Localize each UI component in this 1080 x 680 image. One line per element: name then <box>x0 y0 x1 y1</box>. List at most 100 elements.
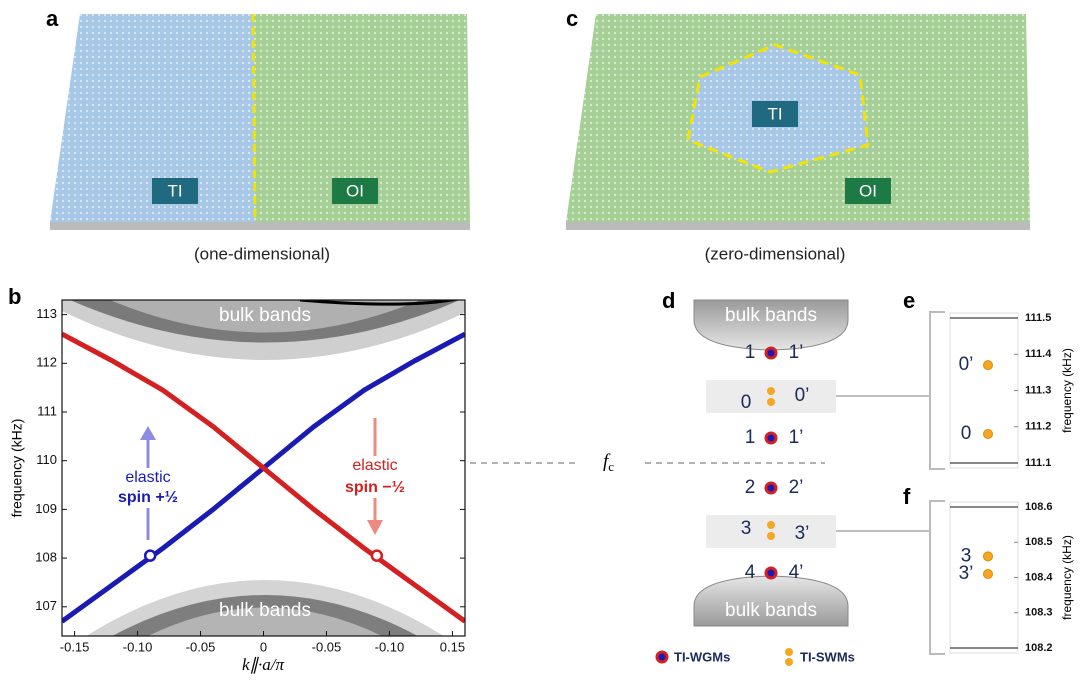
y-tick-label: 108.5 <box>1025 536 1053 548</box>
label-box <box>845 178 891 204</box>
y-tick-label: 108.4 <box>1025 571 1053 583</box>
legend-icon <box>785 648 793 656</box>
level-label: 1’ <box>789 342 804 363</box>
mode-point <box>983 360 993 371</box>
y-tick-label: 111.4 <box>1025 348 1052 360</box>
legend-label: TI-WGMs <box>674 649 730 664</box>
caption: (zero-dimensional) <box>705 244 846 263</box>
y-tick-label: 111.1 <box>1025 457 1051 469</box>
annotation-bg <box>327 456 423 498</box>
y-tick-label: 109 <box>35 501 57 516</box>
level-label: 3 <box>741 518 752 539</box>
level-label: 4 <box>745 562 756 583</box>
x-tick-label: 0.15 <box>440 639 465 654</box>
point-label: 3’ <box>959 563 974 584</box>
y-tick-label: 108.6 <box>1025 501 1053 513</box>
plate-edge <box>566 222 1030 230</box>
y-tick-label: 111.2 <box>1025 421 1051 433</box>
level-label: 0’ <box>795 385 810 406</box>
bulk-label: bulk bands <box>219 305 311 326</box>
mode-icon <box>767 398 775 406</box>
mode-icon <box>764 566 778 580</box>
panel-b: bulk bands bulk bands elastic spin +½ el… <box>9 300 465 674</box>
level-box <box>706 515 836 548</box>
panel-letter: b <box>8 284 21 309</box>
y-tick-label: 111.5 <box>1025 312 1051 324</box>
fc-label: fc <box>603 451 614 474</box>
panel-letter: e <box>903 288 915 313</box>
x-tick-label: -0.15 <box>60 639 90 654</box>
x-tick-label: 0 <box>260 639 267 654</box>
bracket <box>929 500 945 655</box>
y-tick-label: 108.3 <box>1025 607 1053 619</box>
mode-point <box>983 551 993 562</box>
panel-letter: f <box>903 484 911 509</box>
bulk-edge <box>299 300 460 306</box>
panel-c: TI OI (zero-dimensional) <box>566 14 1030 263</box>
oi-region <box>253 14 470 222</box>
label-box <box>332 178 378 204</box>
annotation: spin −½ <box>345 479 405 496</box>
level-label: 1 <box>745 427 756 448</box>
x-axis-label: k∥·a/π <box>242 655 285 674</box>
legend-icon <box>785 658 793 666</box>
panel-letter: d <box>662 288 675 313</box>
ti-label: TI <box>767 104 782 123</box>
y-axis-label: frequency (kHz) <box>1060 348 1074 433</box>
level-box <box>706 380 836 413</box>
point-label: 0 <box>961 423 972 444</box>
fc-main: f <box>603 451 611 472</box>
y-axis-label: frequency (kHz) <box>9 419 25 518</box>
annotation: spin +½ <box>118 489 178 506</box>
ti-region <box>50 14 255 222</box>
level-label: 1’ <box>789 427 804 448</box>
ti-label: TI <box>167 181 182 200</box>
oi-label: OI <box>346 181 364 200</box>
axis-box <box>949 312 1019 469</box>
y-tick-label: 107 <box>35 598 57 613</box>
x-tick-label: -0.05 <box>312 639 342 654</box>
bulk-label: bulk bands <box>219 600 311 621</box>
caption: (one-dimensional) <box>194 244 330 263</box>
mode-icon <box>767 387 775 395</box>
mode-icon <box>764 346 778 360</box>
state-marker <box>370 549 384 562</box>
legend-label: TI-SWMs <box>800 649 855 664</box>
x-tick-label: -0.10 <box>375 639 405 654</box>
bulk-label: bulk bands <box>725 305 817 326</box>
panel-a: TI OI (one-dimensional) <box>50 13 470 263</box>
y-axis-label: frequency (kHz) <box>1060 535 1074 620</box>
level-label: 2’ <box>789 477 804 498</box>
fc-sub: c <box>608 459 614 474</box>
arrow-head <box>367 520 383 535</box>
panel-d: bulk bands bulk bands fc TI-WGMs TI-SWMs <box>470 299 930 666</box>
plate-edge <box>50 222 470 230</box>
bulk-region <box>148 607 382 636</box>
oi-label: OI <box>859 181 877 200</box>
y-tick-label: 112 <box>36 355 57 370</box>
x-tick-label: -0.10 <box>123 639 153 654</box>
annotation-bg <box>100 468 196 508</box>
mode-icon <box>767 521 775 529</box>
point-label: 3 <box>961 545 972 566</box>
interface <box>251 13 257 223</box>
y-tick-label: 108 <box>35 550 57 565</box>
legend-icon <box>655 650 669 664</box>
label-box <box>752 101 798 127</box>
bracket <box>929 311 945 470</box>
y-tick-label: 113 <box>36 306 57 321</box>
bulk-region <box>110 300 420 333</box>
label-box <box>152 178 198 204</box>
state-marker <box>143 549 157 562</box>
y-tick-label: 110 <box>36 452 57 467</box>
level-label: 4’ <box>789 562 804 583</box>
annotation: elastic <box>352 457 397 474</box>
x-tick-label: -0.05 <box>186 639 216 654</box>
y-tick-label: 108.2 <box>1025 642 1053 654</box>
series-line <box>62 331 465 624</box>
mode-icon <box>764 481 778 495</box>
y-tick-label: 111.3 <box>1025 384 1051 396</box>
mode-icon <box>764 431 778 445</box>
arrow-head <box>140 426 156 440</box>
